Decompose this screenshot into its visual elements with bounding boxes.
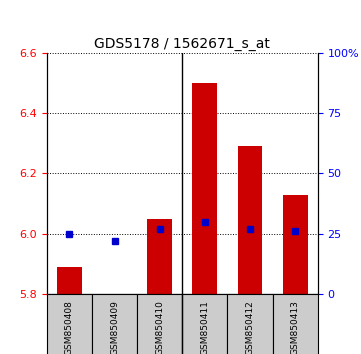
Text: GSM850413: GSM850413 — [291, 300, 300, 354]
Bar — [227, 294, 273, 354]
Bar — [47, 294, 92, 354]
Bar — [137, 294, 182, 354]
Text: GSM850411: GSM850411 — [200, 300, 209, 354]
Title: GDS5178 / 1562671_s_at: GDS5178 / 1562671_s_at — [94, 37, 270, 51]
Text: GSM850410: GSM850410 — [155, 300, 164, 354]
Text: GSM850409: GSM850409 — [110, 300, 119, 354]
Bar — [92, 294, 137, 354]
Bar — [182, 294, 227, 354]
Bar — [102, 294, 127, 295]
Bar — [273, 294, 318, 354]
Bar — [147, 218, 172, 294]
Bar — [57, 267, 82, 294]
Bar — [283, 194, 308, 294]
Text: GSM850412: GSM850412 — [245, 300, 255, 354]
Text: GSM850408: GSM850408 — [65, 300, 74, 354]
Bar — [192, 83, 217, 294]
Bar — [238, 146, 262, 294]
